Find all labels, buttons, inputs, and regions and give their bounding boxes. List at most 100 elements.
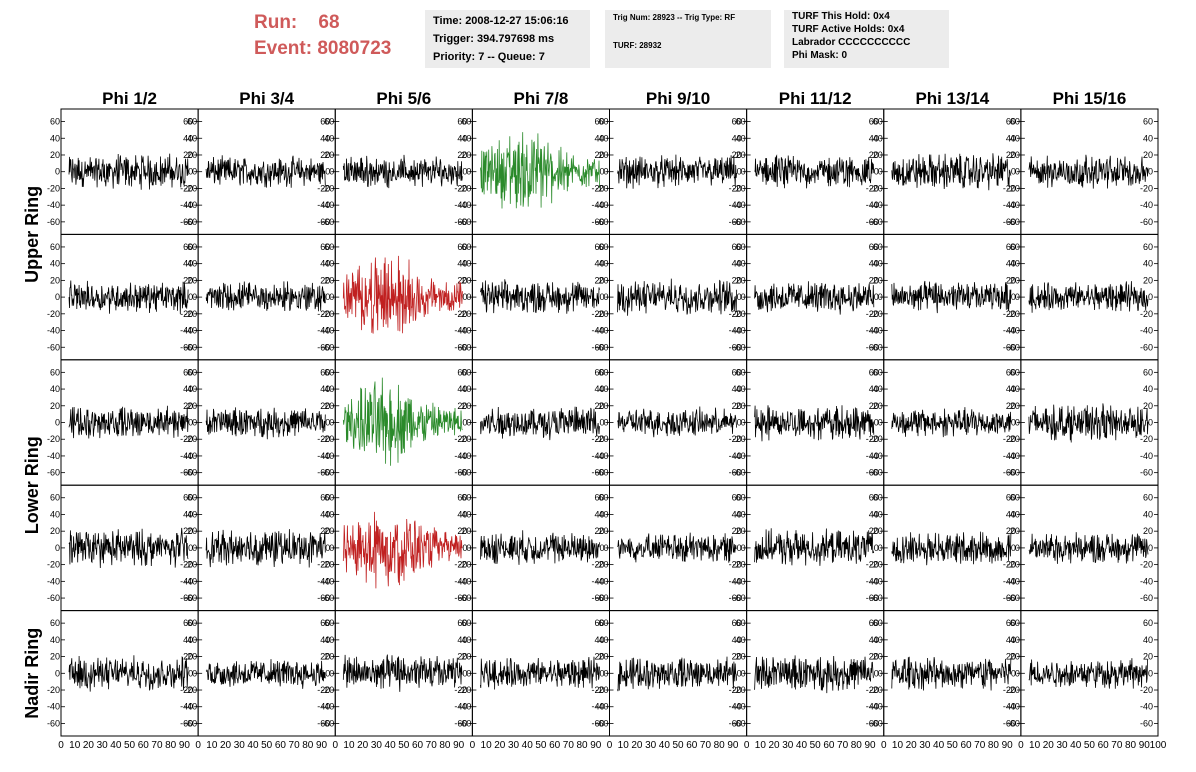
left-tick-label: 60 xyxy=(461,242,471,252)
left-tick-label: 40 xyxy=(187,509,197,519)
x-tick-label: 50 xyxy=(673,740,685,751)
right-tick-label: 0 xyxy=(737,418,742,428)
ring-label-2: Lower Ring xyxy=(22,436,42,534)
waveform-trace xyxy=(617,406,737,438)
left-tick-label: 60 xyxy=(461,117,471,127)
right-tick-label: 60 xyxy=(869,242,879,252)
left-tick-label: -20 xyxy=(321,183,334,193)
left-tick-label: 20 xyxy=(461,652,471,662)
left-tick-label: -60 xyxy=(458,217,471,227)
x-tick-label: 40 xyxy=(247,740,259,751)
x-tick-label: 80 xyxy=(577,740,589,751)
left-tick-label: -20 xyxy=(184,434,197,444)
right-tick-label: 0 xyxy=(1148,543,1153,553)
left-tick-label: 60 xyxy=(598,242,608,252)
left-tick-label: 40 xyxy=(324,259,334,269)
left-tick-label: -40 xyxy=(1007,576,1020,586)
left-tick-label: 60 xyxy=(1010,242,1020,252)
right-tick-label: -40 xyxy=(1140,576,1153,586)
left-tick-label: 0 xyxy=(192,668,197,678)
left-tick-label: -20 xyxy=(321,685,334,695)
x-tick-label: 0 xyxy=(58,740,64,751)
right-tick-label: 40 xyxy=(1006,384,1016,394)
run-line: Run: 68 xyxy=(254,10,391,36)
left-tick-label: 20 xyxy=(324,150,334,160)
left-tick-label: 60 xyxy=(324,117,334,127)
left-tick-label: -20 xyxy=(321,309,334,319)
right-tick-label: 20 xyxy=(1143,150,1153,160)
left-tick-label: 20 xyxy=(873,526,883,536)
left-tick-label: -60 xyxy=(1007,342,1020,352)
left-tick-label: 60 xyxy=(324,493,334,503)
left-tick-label: -60 xyxy=(595,342,608,352)
right-tick-label: 20 xyxy=(732,401,742,411)
right-tick-label: 60 xyxy=(457,493,467,503)
right-tick-label: -40 xyxy=(1140,326,1153,336)
right-tick-label: 40 xyxy=(1143,133,1153,143)
right-tick-label: -40 xyxy=(454,451,467,461)
trigger-text: Trigger: 394.797698 ms xyxy=(433,33,555,45)
right-tick-label: -60 xyxy=(180,718,193,728)
left-tick-label: -20 xyxy=(870,309,883,319)
left-tick-label: -20 xyxy=(47,560,60,570)
waveform-trace xyxy=(205,281,326,312)
right-tick-label: -60 xyxy=(180,217,193,227)
left-tick-label: -60 xyxy=(870,217,883,227)
left-tick-label: 0 xyxy=(55,418,60,428)
left-tick-label: 0 xyxy=(878,167,883,177)
waveform-trace xyxy=(68,280,189,315)
x-tick-label: 0 xyxy=(744,740,750,751)
phi-mask-text: Phi Mask: 0 xyxy=(792,50,848,61)
x-tick-label: 40 xyxy=(385,740,397,751)
left-tick-label: -60 xyxy=(1007,718,1020,728)
left-tick-label: -40 xyxy=(184,326,197,336)
right-tick-label: 20 xyxy=(457,150,467,160)
left-tick-label: 40 xyxy=(736,133,746,143)
right-tick-label: 40 xyxy=(1143,384,1153,394)
right-tick-label: -60 xyxy=(1140,718,1153,728)
left-tick-label: -20 xyxy=(733,685,746,695)
right-tick-label: -60 xyxy=(591,718,604,728)
right-tick-label: -40 xyxy=(180,200,193,210)
left-tick-label: -20 xyxy=(733,183,746,193)
left-tick-label: -40 xyxy=(733,702,746,712)
waveform-trace xyxy=(68,153,189,190)
left-tick-label: -60 xyxy=(321,342,334,352)
right-tick-label: 0 xyxy=(737,668,742,678)
left-tick-label: 20 xyxy=(736,150,746,160)
left-tick-label: 20 xyxy=(187,401,197,411)
right-tick-label: 60 xyxy=(869,367,879,377)
right-tick-label: 40 xyxy=(320,635,330,645)
left-tick-label: 40 xyxy=(50,635,60,645)
left-tick-label: 40 xyxy=(736,509,746,519)
right-tick-label: -40 xyxy=(180,451,193,461)
right-tick-label: -60 xyxy=(729,342,742,352)
left-tick-label: 20 xyxy=(736,275,746,285)
left-tick-label: 60 xyxy=(50,493,60,503)
left-tick-label: 40 xyxy=(461,133,471,143)
right-tick-label: -20 xyxy=(180,560,193,570)
left-tick-label: 60 xyxy=(1010,367,1020,377)
x-tick-label: 70 xyxy=(151,740,163,751)
right-tick-label: -60 xyxy=(1140,217,1153,227)
left-tick-label: -40 xyxy=(595,200,608,210)
right-tick-label: -40 xyxy=(317,702,330,712)
right-tick-label: -20 xyxy=(454,183,467,193)
left-tick-label: -60 xyxy=(595,217,608,227)
right-tick-label: -60 xyxy=(1003,468,1016,478)
right-tick-label: 40 xyxy=(732,635,742,645)
right-tick-label: 60 xyxy=(457,618,467,628)
right-tick-label: -60 xyxy=(317,718,330,728)
left-tick-label: -40 xyxy=(595,702,608,712)
right-tick-label: 40 xyxy=(1143,509,1153,519)
x-tick-label: 20 xyxy=(220,740,232,751)
right-tick-label: 0 xyxy=(1011,668,1016,678)
right-tick-label: -40 xyxy=(591,451,604,461)
left-tick-label: 40 xyxy=(1010,259,1020,269)
left-tick-label: -20 xyxy=(184,309,197,319)
left-tick-label: -60 xyxy=(458,342,471,352)
